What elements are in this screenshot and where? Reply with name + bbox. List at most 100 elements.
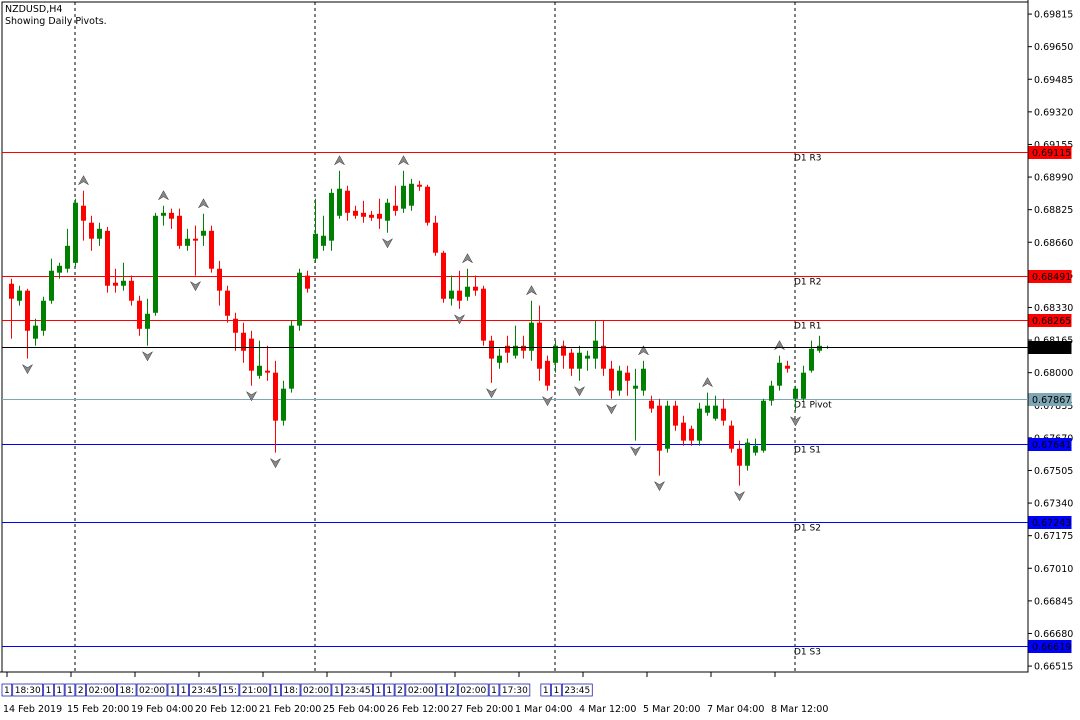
y-tick-label: 0.68660: [1034, 238, 1073, 249]
price-box: [1028, 146, 1072, 159]
candle-body: [297, 272, 302, 326]
bottom-label-box: [499, 683, 531, 697]
fractal-down: [141, 351, 154, 362]
level-name: D1 R1: [794, 322, 822, 332]
fractal-down: [269, 457, 282, 469]
candle-body: [593, 340, 598, 359]
price-box: [1028, 438, 1072, 451]
fractal-down: [573, 386, 586, 397]
fractal-up: [461, 253, 474, 264]
candle-body: [273, 372, 278, 421]
candle-body: [489, 340, 494, 359]
candle-body: [801, 372, 806, 399]
bottom-label: 02:00: [408, 686, 434, 696]
candle-body: [217, 268, 222, 291]
candle-body: [25, 290, 30, 331]
price-box: [1028, 393, 1072, 406]
candle-body: [457, 290, 462, 301]
candle-body: [49, 270, 54, 301]
candle-body: [569, 352, 574, 369]
fractal-down: [789, 416, 802, 427]
bottom-label: 1: [67, 686, 73, 696]
bottom-label: 1: [334, 686, 340, 696]
level-name: D1 Pivot: [794, 401, 832, 411]
candle-body: [265, 370, 270, 373]
candle-body: [313, 233, 318, 259]
fractal-up: [197, 198, 210, 209]
y-tick-label: 0.69650: [1034, 42, 1073, 53]
fractal-down: [629, 445, 642, 457]
bottom-label: 1: [543, 686, 549, 696]
candle-body: [81, 205, 86, 221]
fractal-down: [21, 363, 34, 375]
bottom-label-box: [405, 683, 437, 697]
bottom-label-box: [189, 683, 220, 697]
candle-body: [185, 238, 190, 246]
price-box-label: 0.67243: [1032, 518, 1071, 529]
y-tick-label: 0.69320: [1034, 107, 1073, 118]
candle-body: [745, 442, 750, 466]
candle-body: [713, 405, 718, 419]
candle-body: [665, 405, 670, 449]
bottom-label: 02:00: [303, 686, 329, 696]
candle-body: [289, 325, 294, 389]
bottom-label: 1: [554, 686, 560, 696]
candle-body: [649, 400, 654, 409]
chart-title: NZDUSD,H4: [5, 4, 62, 15]
price-box-label: 0.68265: [1032, 316, 1071, 327]
candle-body: [225, 290, 230, 316]
candle-body: [137, 300, 142, 329]
bottom-label-box: [561, 683, 593, 697]
candle-body: [465, 286, 470, 297]
bottom-label: 1: [491, 686, 497, 696]
price-box: [1028, 314, 1072, 327]
y-tick-label: 0.69485: [1034, 75, 1073, 86]
candle-body: [697, 408, 702, 441]
candle-body: [105, 230, 110, 286]
bottom-label-box: [342, 683, 373, 697]
bottom-label-box: [75, 683, 86, 697]
candle-body: [385, 202, 390, 221]
price-box: [1028, 270, 1072, 283]
price-box-label: 0.69115: [1032, 148, 1071, 159]
y-tick-label: 0.67835: [1034, 401, 1073, 412]
fractal-down: [381, 238, 394, 249]
candle-body: [73, 202, 78, 263]
candle-body: [705, 405, 710, 413]
bottom-label-box: [239, 683, 271, 697]
candle-body: [777, 362, 782, 386]
bottom-label-box: [220, 683, 240, 697]
price-box-label: 0.68491: [1032, 272, 1071, 283]
x-tick-label: 14 Feb 2019: [3, 704, 62, 715]
bottom-label: 18:: [120, 686, 134, 696]
fractal-down: [453, 314, 466, 325]
bottom-label: 1: [46, 686, 52, 696]
candle-body: [753, 445, 758, 453]
bottom-label-box: [1, 683, 13, 697]
candle-body: [585, 355, 590, 359]
candle-body: [193, 238, 198, 241]
fractal-down: [245, 391, 258, 402]
candle-body: [553, 345, 558, 363]
bottom-label: 17:30: [502, 686, 528, 696]
y-tick-label: 0.66515: [1034, 662, 1073, 673]
price-box: [1028, 516, 1072, 529]
x-tick-label: 4 Mar 12:00: [579, 704, 636, 715]
candle-body: [609, 368, 614, 391]
y-tick-label: 0.68990: [1034, 173, 1073, 184]
y-tick-label: 0.68330: [1034, 303, 1073, 314]
candle-body: [145, 313, 150, 329]
candle-body: [401, 185, 406, 209]
level-name: D1 S1: [794, 446, 821, 456]
candle-body: [241, 332, 246, 351]
candle-body: [737, 448, 742, 466]
y-tick-label: 0.67175: [1034, 531, 1073, 542]
x-tick-label: 15 Feb 20:00: [67, 704, 129, 715]
bottom-label: 02:00: [89, 686, 115, 696]
bottom-label-box: [136, 683, 168, 697]
x-tick-label: 21 Feb 20:00: [259, 704, 321, 715]
candle-body: [625, 372, 630, 381]
y-tick-label: 0.69155: [1034, 140, 1073, 151]
candle-body: [505, 345, 510, 353]
